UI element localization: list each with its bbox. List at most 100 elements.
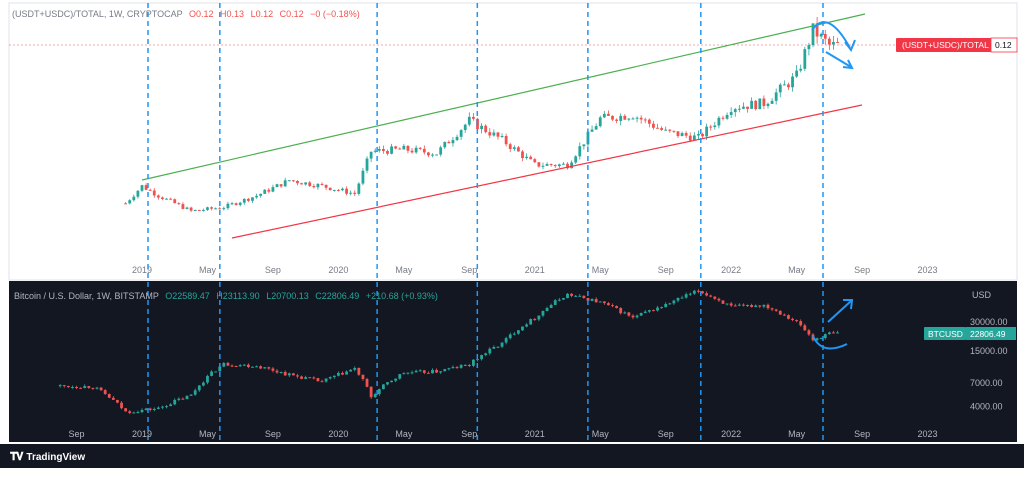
top-time-label: Sep: [461, 265, 477, 275]
candle-body: [590, 299, 594, 301]
bottom-time-label: 2023: [918, 429, 938, 439]
bottom-time-label: May: [395, 429, 413, 439]
candle-body: [238, 365, 242, 367]
candle-body: [263, 367, 267, 369]
candle-body: [353, 192, 357, 194]
candle-body: [156, 195, 160, 198]
tradingview-logo-icon: 𝐓𝐕: [10, 451, 23, 463]
bottom-legend-open: O22589.47: [165, 291, 210, 301]
candle-body: [701, 291, 704, 294]
candle-body: [668, 129, 672, 131]
candle-body: [652, 310, 655, 312]
candle-body: [664, 303, 668, 308]
candle-body: [451, 367, 455, 369]
candle-body: [504, 338, 508, 343]
candle-body: [181, 204, 185, 209]
candle-body: [533, 159, 537, 163]
candle-body: [336, 189, 340, 191]
candle-body: [807, 45, 811, 50]
candle-body: [62, 385, 66, 387]
lower-channel-line[interactable]: [231, 104, 863, 239]
candle-body: [619, 115, 623, 121]
top-time-axis: 2019 May Sep 2020 May Sep 2021 May Sep 2022 May Sep…: [132, 265, 938, 275]
bottom-time-label: May: [592, 429, 610, 439]
candle-body: [422, 370, 426, 373]
candle-body: [545, 164, 549, 166]
upper-channel-line[interactable]: [141, 13, 866, 181]
candle-body: [349, 192, 353, 194]
candle-body: [128, 200, 132, 204]
candle-body: [83, 386, 87, 389]
candle-body: [480, 125, 483, 130]
price-tick-label: 4000.00: [970, 401, 1003, 411]
candle-body: [353, 367, 357, 370]
candle-body: [316, 378, 320, 382]
candle-body: [455, 136, 459, 141]
candle-body: [349, 369, 353, 372]
candle-body: [492, 132, 496, 136]
candle-body: [742, 304, 745, 306]
candle-body: [566, 163, 569, 169]
candle-body: [320, 381, 324, 383]
candle-body: [836, 41, 839, 43]
candle-body: [345, 371, 348, 375]
candle-body: [782, 84, 786, 86]
tradingview-footer[interactable]: 𝐓𝐕 TradingView: [10, 451, 85, 464]
candle-body: [795, 320, 799, 322]
candle-body: [512, 147, 516, 149]
candle-body: [251, 366, 254, 368]
candle-body: [832, 332, 835, 334]
candle-body: [418, 370, 422, 372]
candle-body: [480, 355, 483, 360]
bottom-time-label: 2021: [525, 429, 545, 439]
candle-body: [152, 190, 156, 196]
candle-body: [472, 116, 475, 119]
candle-body: [214, 371, 218, 373]
candle-body: [799, 321, 803, 326]
candle-body: [447, 368, 451, 370]
candle-body: [255, 366, 258, 368]
candle-body: [271, 187, 275, 192]
candle-body: [357, 367, 361, 375]
candle-body: [459, 365, 463, 368]
candle-body: [316, 183, 320, 188]
top-time-label: May: [395, 265, 413, 275]
bottom-legend-high: H23113.90: [216, 291, 260, 301]
candle-body: [283, 180, 287, 187]
candle-body: [173, 199, 177, 204]
candle-body: [639, 117, 643, 120]
candle-body: [697, 133, 700, 136]
candle-body: [222, 208, 226, 210]
candle-body: [742, 106, 745, 109]
candle-body: [774, 309, 778, 311]
candle-body: [365, 158, 369, 171]
candle-body: [185, 207, 189, 209]
top-time-label: 2022: [721, 265, 741, 275]
bottom-panel-background: [9, 281, 1017, 442]
candle-body: [582, 295, 586, 298]
candle-body: [705, 293, 709, 296]
candle-body: [267, 367, 271, 369]
candle-body: [410, 150, 414, 153]
candle-body: [647, 310, 651, 312]
candle-body: [381, 148, 385, 152]
bottom-legend-symbol: Bitcoin / U.S. Dollar, 1W, BITSTAMP: [14, 291, 159, 301]
candle-body: [402, 145, 406, 150]
candle-body: [210, 371, 213, 376]
candle-body: [304, 182, 308, 185]
candle-body: [328, 377, 332, 379]
candle-body: [439, 371, 443, 373]
candle-body: [222, 362, 226, 367]
candle-body: [443, 141, 447, 148]
candle-body: [365, 378, 369, 387]
candle-body: [525, 324, 528, 327]
candle-body: [819, 338, 823, 340]
candle-body: [713, 296, 717, 299]
candle-body: [623, 312, 627, 314]
candle-body: [537, 162, 541, 167]
candle-body: [766, 103, 770, 107]
candle-body: [242, 198, 246, 203]
candle-body: [230, 365, 234, 367]
candle-body: [341, 372, 344, 375]
